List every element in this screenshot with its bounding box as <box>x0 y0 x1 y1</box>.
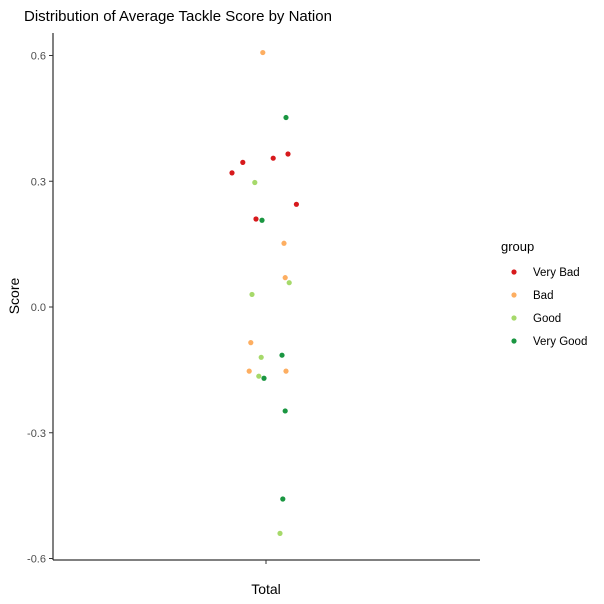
legend-key-very-bad <box>511 269 517 275</box>
data-point-bad <box>248 340 254 346</box>
legend-label-very-good: Very Good <box>533 336 587 348</box>
data-point-very-good <box>259 217 265 223</box>
data-point-bad <box>260 49 266 56</box>
data-point-very-bad <box>240 159 246 165</box>
legend: group Very Bad Bad Good Very Good <box>501 239 587 348</box>
data-point-very-bad <box>253 216 259 222</box>
data-points <box>229 49 299 536</box>
y-tick-label: -0.6 <box>27 554 46 566</box>
data-point-very-good <box>261 375 267 381</box>
legend-label-very-bad: Very Bad <box>533 267 580 279</box>
data-point-bad <box>282 275 288 281</box>
data-point-good <box>277 530 283 536</box>
x-tick-label-total: Total <box>251 581 281 597</box>
x-axis: Total <box>53 559 480 597</box>
data-point-very-good <box>283 114 289 121</box>
y-tick-label: 0.3 <box>31 176 46 188</box>
data-point-very-bad <box>229 170 235 176</box>
data-point-bad <box>246 368 252 374</box>
legend-key-good <box>511 315 517 321</box>
data-point-very-good <box>279 352 285 358</box>
data-point-good <box>256 373 262 379</box>
data-point-good <box>258 354 264 360</box>
data-point-very-good <box>280 496 286 502</box>
y-tick-label: 0.6 <box>31 51 46 63</box>
legend-key-bad <box>511 292 517 298</box>
chart-title: Distribution of Average Tackle Score by … <box>24 8 332 25</box>
data-point-bad <box>283 368 289 374</box>
legend-label-good: Good <box>533 313 561 325</box>
y-tick-label: 0.0 <box>31 302 46 314</box>
data-point-bad <box>281 240 287 246</box>
data-point-good <box>252 179 258 186</box>
data-point-very-bad <box>293 201 299 207</box>
data-point-good <box>249 291 255 298</box>
data-point-good <box>286 280 292 286</box>
y-axis: -0.6 -0.3 0.0 0.3 0.6 <box>27 33 54 566</box>
legend-title: group <box>501 239 534 254</box>
y-tick-label: -0.3 <box>27 428 46 440</box>
data-point-very-good <box>282 408 288 414</box>
legend-key-very-good <box>511 338 517 344</box>
legend-label-bad: Bad <box>533 290 553 302</box>
y-axis-title: Score <box>6 278 22 315</box>
data-point-very-bad <box>285 151 291 157</box>
data-point-very-bad <box>270 155 276 161</box>
